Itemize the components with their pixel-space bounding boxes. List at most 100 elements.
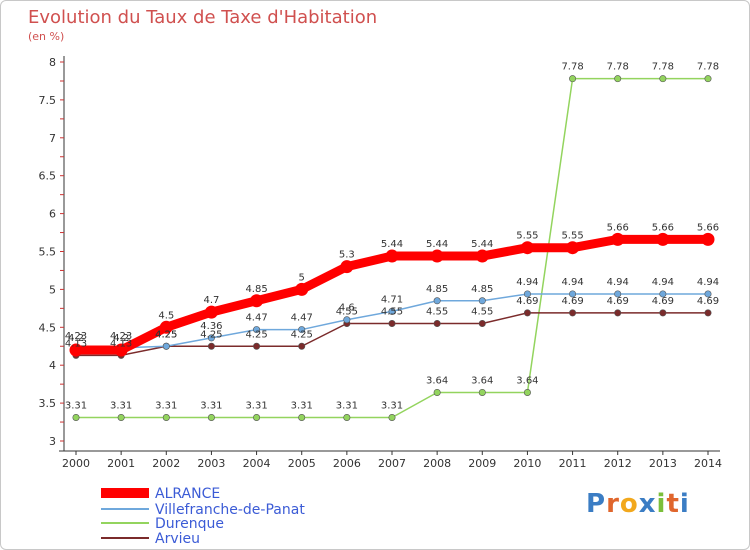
data-label: 4.71 bbox=[381, 294, 403, 305]
data-point bbox=[388, 414, 396, 422]
data-label: 4.25 bbox=[245, 329, 267, 340]
legend-item: Durenque bbox=[101, 516, 224, 532]
data-label: 4.94 bbox=[516, 277, 538, 288]
data-label: 3.64 bbox=[426, 375, 448, 386]
data-point bbox=[433, 297, 441, 305]
data-point bbox=[659, 309, 667, 317]
data-label: 4.55 bbox=[471, 307, 493, 318]
data-point bbox=[298, 342, 306, 350]
data-label: 5.66 bbox=[697, 222, 719, 233]
x-tick-label: 2003 bbox=[197, 457, 225, 470]
data-point bbox=[475, 249, 489, 263]
data-label: 5.44 bbox=[471, 239, 493, 250]
legend-swatch bbox=[101, 522, 149, 524]
data-point bbox=[523, 309, 531, 317]
data-point bbox=[343, 316, 351, 324]
x-tick-label: 2001 bbox=[107, 457, 135, 470]
data-point bbox=[388, 320, 396, 328]
data-label: 4.25 bbox=[200, 329, 222, 340]
data-point bbox=[253, 326, 261, 334]
data-point bbox=[614, 309, 622, 317]
data-label: 4.47 bbox=[291, 313, 313, 324]
y-tick-label: 5.5 bbox=[39, 246, 57, 259]
data-label: 7.78 bbox=[561, 62, 583, 73]
data-label: 4.13 bbox=[110, 338, 132, 349]
logo-letter: o bbox=[619, 489, 639, 519]
data-point bbox=[207, 334, 215, 342]
data-point bbox=[114, 343, 128, 357]
data-point bbox=[523, 290, 531, 298]
data-label: 5.44 bbox=[381, 239, 403, 250]
data-label: 4.94 bbox=[561, 277, 583, 288]
data-label: 3.31 bbox=[200, 401, 222, 412]
data-point bbox=[433, 388, 441, 396]
data-label: 4.36 bbox=[200, 321, 222, 332]
data-label: 4.47 bbox=[245, 313, 267, 324]
data-label: 5 bbox=[299, 272, 305, 283]
legend-label: ALRANCE bbox=[155, 486, 220, 502]
data-label: 4.7 bbox=[203, 295, 219, 306]
data-label: 4.25 bbox=[155, 329, 177, 340]
logo-letter: i bbox=[679, 489, 690, 519]
data-point bbox=[250, 294, 264, 308]
proxiti-logo: Proxiti bbox=[586, 489, 690, 519]
data-point bbox=[478, 388, 486, 396]
data-label: 4.85 bbox=[245, 284, 267, 295]
series-alrance bbox=[69, 232, 715, 357]
logo-letter: i bbox=[656, 489, 667, 519]
legend-swatch bbox=[101, 537, 149, 539]
legend-item: Arvieu bbox=[101, 531, 200, 547]
logo-letter: r bbox=[606, 489, 620, 519]
series-durenque bbox=[72, 75, 712, 422]
logo-text: Proxiti bbox=[586, 489, 690, 519]
data-point bbox=[298, 326, 306, 334]
data-point bbox=[207, 414, 215, 422]
chart-subtitle: (en %) bbox=[28, 30, 65, 43]
x-tick-label: 2012 bbox=[604, 457, 632, 470]
data-point bbox=[253, 414, 261, 422]
data-point bbox=[659, 290, 667, 298]
chart-title: Evolution du Taux de Taxe d'Habitation bbox=[28, 7, 378, 28]
data-point bbox=[72, 414, 80, 422]
y-tick-label: 7.5 bbox=[39, 94, 57, 107]
x-tick-label: 2013 bbox=[649, 457, 677, 470]
data-label: 4.94 bbox=[652, 277, 674, 288]
data-point bbox=[523, 388, 531, 396]
logo-letter: x bbox=[638, 489, 657, 519]
data-label: 4.69 bbox=[697, 296, 719, 307]
data-point bbox=[659, 75, 667, 83]
data-point bbox=[569, 75, 577, 83]
data-point bbox=[162, 414, 170, 422]
y-tick-label: 6 bbox=[49, 208, 56, 221]
data-label: 3.31 bbox=[336, 401, 358, 412]
data-labels: 4.13 4.13 4.25 4.25 4.25 4.25 4.55 4.55 4.55 4.55… bbox=[65, 296, 719, 349]
legend-swatch bbox=[101, 508, 149, 510]
data-point bbox=[69, 343, 83, 357]
data-point bbox=[478, 297, 486, 305]
data-label: 4.25 bbox=[155, 329, 177, 340]
data-point bbox=[569, 290, 577, 298]
legend-label: Arvieu bbox=[155, 531, 200, 547]
data-point bbox=[704, 75, 712, 83]
data-label: 4.25 bbox=[291, 329, 313, 340]
y-tick-label: 5 bbox=[49, 283, 56, 296]
data-point bbox=[478, 320, 486, 328]
data-point bbox=[430, 249, 444, 263]
data-point bbox=[433, 320, 441, 328]
data-point bbox=[388, 307, 396, 315]
x-tick-label: 2004 bbox=[243, 457, 271, 470]
data-label: 4.2 bbox=[113, 333, 129, 344]
data-point bbox=[117, 414, 125, 422]
data-label: 4.85 bbox=[471, 284, 493, 295]
legend-label: Durenque bbox=[155, 516, 224, 532]
x-tick-label: 2006 bbox=[333, 457, 361, 470]
data-point bbox=[343, 414, 351, 422]
data-label: 4.69 bbox=[652, 296, 674, 307]
data-labels: 4.2 4.2 4.5 4.7 4.85 5 5.3 5.44 5.44 5.44 5.55 5.55… bbox=[68, 222, 719, 344]
y-tick-label: 3 bbox=[49, 435, 56, 448]
data-point bbox=[656, 232, 670, 246]
data-label: 4.5 bbox=[158, 310, 174, 321]
logo-letter: t bbox=[666, 489, 680, 519]
